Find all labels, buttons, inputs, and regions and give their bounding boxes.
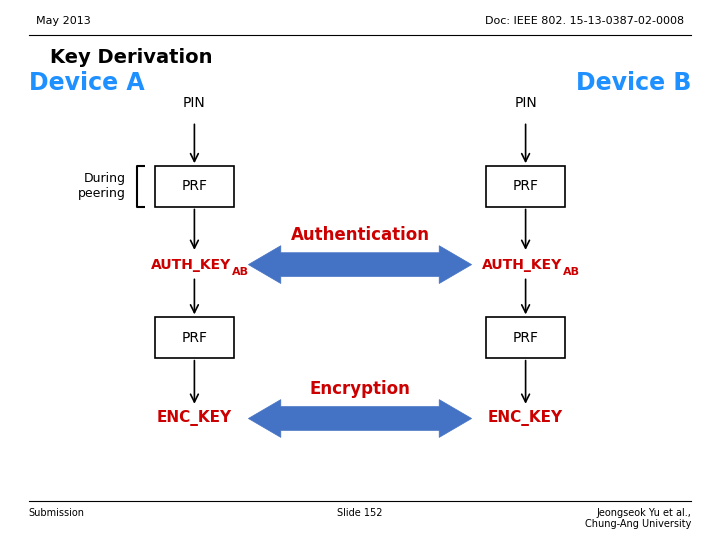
Text: Key Derivation: Key Derivation bbox=[50, 48, 213, 66]
Text: AUTH_KEY: AUTH_KEY bbox=[150, 258, 231, 272]
Polygon shape bbox=[248, 246, 472, 284]
Text: Slide 152: Slide 152 bbox=[337, 508, 383, 518]
Text: ENC_KEY: ENC_KEY bbox=[157, 410, 232, 427]
Text: ENC_KEY: ENC_KEY bbox=[488, 410, 563, 427]
Text: PRF: PRF bbox=[513, 330, 539, 345]
Text: PRF: PRF bbox=[181, 179, 207, 193]
Text: PRF: PRF bbox=[513, 179, 539, 193]
Text: Submission: Submission bbox=[29, 508, 85, 518]
Text: AB: AB bbox=[563, 267, 580, 276]
Text: AB: AB bbox=[232, 267, 249, 276]
Text: Jeongseok Yu et al.,
Chung-Ang University: Jeongseok Yu et al., Chung-Ang Universit… bbox=[585, 508, 691, 529]
Text: PRF: PRF bbox=[181, 330, 207, 345]
FancyBboxPatch shape bbox=[486, 166, 565, 206]
Text: During
peering: During peering bbox=[78, 172, 126, 200]
Polygon shape bbox=[248, 400, 472, 437]
Text: Device B: Device B bbox=[576, 71, 691, 95]
Text: May 2013: May 2013 bbox=[36, 16, 91, 26]
Text: PIN: PIN bbox=[514, 96, 537, 110]
Text: Encryption: Encryption bbox=[310, 380, 410, 398]
FancyBboxPatch shape bbox=[155, 166, 234, 206]
Text: Authentication: Authentication bbox=[290, 226, 430, 244]
Text: PIN: PIN bbox=[183, 96, 206, 110]
Text: Device A: Device A bbox=[29, 71, 145, 95]
FancyBboxPatch shape bbox=[155, 317, 234, 357]
Text: AUTH_KEY: AUTH_KEY bbox=[482, 258, 562, 272]
Text: Doc: IEEE 802. 15-13-0387-02-0008: Doc: IEEE 802. 15-13-0387-02-0008 bbox=[485, 16, 684, 26]
FancyBboxPatch shape bbox=[486, 317, 565, 357]
